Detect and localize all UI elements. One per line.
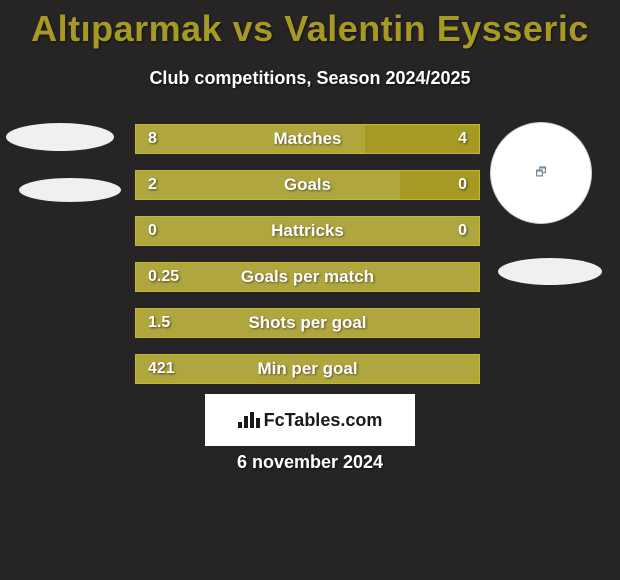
stat-left-value: 421 xyxy=(148,360,175,378)
stat-left-fill xyxy=(136,355,479,383)
page-title: Altıparmak vs Valentin Eysseric xyxy=(0,0,620,50)
stat-left-fill xyxy=(136,125,365,153)
stat-left-value: 8 xyxy=(148,130,157,148)
date-label: 6 november 2024 xyxy=(0,452,620,473)
stat-right-value: 0 xyxy=(458,176,467,194)
stat-left-value: 2 xyxy=(148,176,157,194)
player-left-ellipse-2 xyxy=(19,178,121,202)
avatar-placeholder-icon: 🗗 xyxy=(535,163,546,184)
brand-label: FcTables.com xyxy=(264,410,383,431)
stat-row: 421Min per goal xyxy=(135,354,480,384)
stat-left-value: 0 xyxy=(148,222,157,240)
stat-row: 2Goals0 xyxy=(135,170,480,200)
brand-chart-icon xyxy=(238,408,260,433)
stat-row: 8Matches4 xyxy=(135,124,480,154)
stat-row: 0.25Goals per match xyxy=(135,262,480,292)
stat-left-fill xyxy=(136,217,479,245)
player-left-ellipse-1 xyxy=(6,123,114,151)
stat-row: 1.5Shots per goal xyxy=(135,308,480,338)
player-right-ellipse xyxy=(498,258,602,285)
stat-left-value: 0.25 xyxy=(148,268,179,286)
stat-row: 0Hattricks0 xyxy=(135,216,480,246)
stats-bars: 8Matches4 2Goals0 0Hattricks0 0.25Goals per… xyxy=(135,124,480,400)
brand-box: FcTables.com xyxy=(205,394,415,446)
player-right-avatar: 🗗 xyxy=(490,122,592,224)
subtitle: Club competitions, Season 2024/2025 xyxy=(0,68,620,89)
stat-right-value: 4 xyxy=(458,130,467,148)
stat-left-fill xyxy=(136,171,400,199)
stat-left-value: 1.5 xyxy=(148,314,170,332)
stat-right-value: 0 xyxy=(458,222,467,240)
stat-left-fill xyxy=(136,309,479,337)
stat-left-fill xyxy=(136,263,479,291)
